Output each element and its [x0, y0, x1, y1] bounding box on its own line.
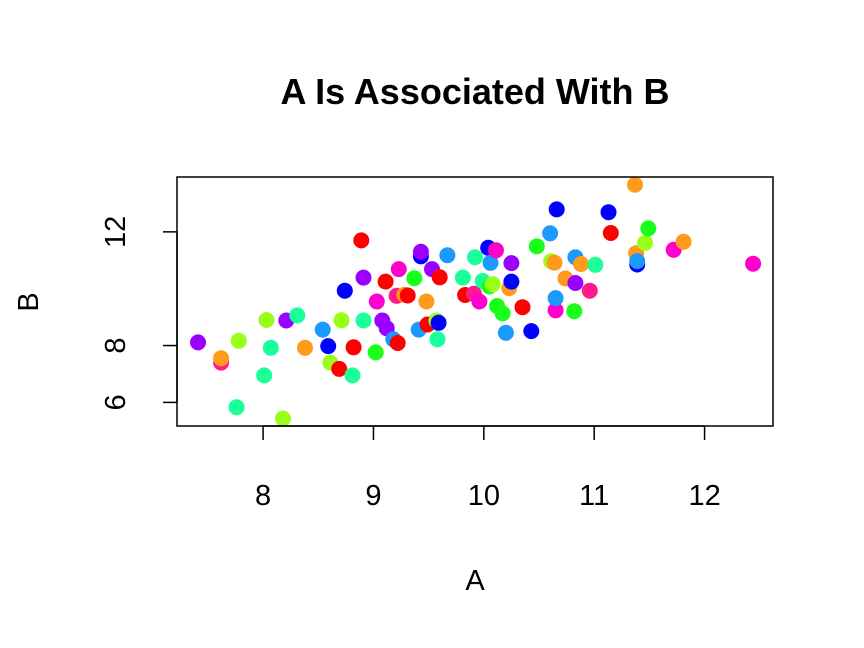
data-point-23	[355, 269, 372, 286]
data-point-6	[256, 367, 273, 384]
data-point-4	[228, 399, 245, 416]
y-tick-label: 12	[100, 216, 132, 248]
data-point-22	[355, 312, 372, 329]
data-point-59	[494, 305, 511, 322]
data-point-46	[439, 247, 456, 264]
data-point-77	[573, 256, 589, 272]
data-point-74	[566, 303, 583, 320]
data-point-39	[418, 293, 435, 310]
data-point-63	[503, 255, 520, 272]
data-point-79	[587, 256, 604, 273]
data-point-16	[331, 360, 348, 377]
data-point-9	[275, 410, 291, 427]
data-point-78	[581, 282, 598, 299]
data-point-81	[600, 204, 617, 221]
data-point-35	[406, 270, 423, 287]
data-point-62	[503, 273, 520, 290]
data-point-3	[213, 350, 230, 367]
data-point-31	[389, 335, 406, 351]
data-point-20	[345, 339, 362, 356]
data-point-19	[344, 367, 361, 384]
data-point-12	[297, 339, 313, 356]
data-point-32	[390, 261, 407, 278]
data-point-45	[431, 269, 448, 286]
data-point-86	[637, 234, 653, 251]
data-point-8	[262, 339, 279, 356]
data-point-34	[399, 287, 416, 304]
y-tick-label: 6	[100, 394, 132, 410]
data-point-70	[547, 302, 564, 319]
data-point-71	[547, 290, 564, 307]
data-point-27	[377, 273, 394, 290]
data-point-14	[320, 338, 337, 355]
data-point-80	[602, 225, 619, 241]
data-point-21	[353, 232, 370, 249]
data-point-25	[368, 293, 385, 310]
x-axis: 8 9 10 11 12	[255, 425, 721, 512]
data-point-50	[467, 249, 483, 266]
data-point-75	[567, 275, 584, 291]
y-tick-label: 8	[100, 337, 132, 353]
x-tick-label: 8	[255, 480, 271, 512]
data-point-24	[367, 344, 384, 361]
data-point-38	[412, 243, 429, 260]
data-point-66	[528, 238, 545, 255]
chart-title: A Is Associated With B	[280, 71, 669, 112]
data-point-64	[514, 299, 531, 316]
data-points	[190, 176, 762, 427]
data-point-82	[627, 176, 643, 193]
data-point-57	[488, 242, 504, 259]
data-point-85	[629, 253, 646, 270]
y-axis-label: B	[13, 292, 45, 311]
data-point-44	[430, 314, 447, 331]
data-point-60	[497, 324, 514, 341]
x-tick-label: 11	[579, 480, 609, 512]
data-point-17	[333, 312, 350, 329]
data-point-89	[675, 233, 692, 250]
x-tick-label: 9	[365, 480, 381, 512]
data-point-1	[190, 334, 206, 351]
data-point-47	[454, 269, 471, 286]
data-point-51	[471, 293, 488, 310]
data-point-18	[336, 282, 353, 299]
data-point-87	[640, 220, 657, 237]
data-point-13	[314, 321, 331, 338]
data-point-67	[542, 225, 559, 242]
data-point-72	[548, 201, 565, 218]
data-point-90	[745, 255, 762, 272]
y-axis: 6 8 12	[100, 216, 178, 410]
x-axis-label: A	[465, 565, 485, 597]
data-point-43	[429, 331, 446, 348]
x-tick-label: 10	[468, 480, 500, 512]
data-point-11	[289, 307, 306, 324]
data-point-5	[230, 332, 247, 349]
data-point-7	[258, 312, 275, 328]
data-point-56	[484, 276, 501, 293]
data-point-69	[546, 254, 563, 271]
data-point-55	[482, 254, 499, 271]
x-tick-label: 12	[688, 480, 720, 512]
data-point-65	[523, 323, 540, 340]
